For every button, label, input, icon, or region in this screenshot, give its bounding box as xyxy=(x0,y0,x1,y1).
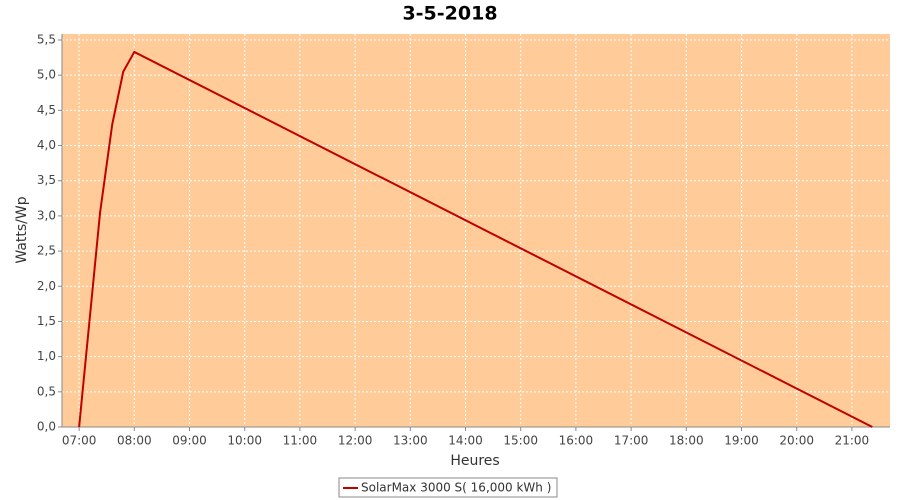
y-tick-label: 1,5 xyxy=(37,314,56,328)
chart-title: 3-5-2018 xyxy=(402,3,497,25)
y-tick-label: 4,5 xyxy=(37,103,56,117)
x-tick-label: 11:00 xyxy=(283,434,318,448)
x-tick-label: 21:00 xyxy=(835,434,870,448)
x-tick-label: 07:00 xyxy=(62,434,97,448)
y-tick-label: 3,0 xyxy=(37,208,56,222)
y-tick-label: 2,5 xyxy=(37,244,56,258)
x-tick-label: 14:00 xyxy=(448,434,483,448)
y-tick-label: 5,5 xyxy=(37,32,56,46)
y-tick-label: 2,0 xyxy=(37,279,56,293)
y-tick-label: 1,0 xyxy=(37,349,56,363)
x-tick-label: 13:00 xyxy=(393,434,428,448)
y-tick-label: 5,0 xyxy=(37,68,56,82)
y-axis-label: Watts/Wp xyxy=(14,196,30,263)
x-tick-label: 17:00 xyxy=(614,434,649,448)
y-tick-label: 0,5 xyxy=(37,384,56,398)
x-tick-label: 08:00 xyxy=(117,434,152,448)
x-tick-label: 20:00 xyxy=(779,434,814,448)
x-tick-label: 19:00 xyxy=(724,434,759,448)
legend-label: SolarMax 3000 S( 16,000 kWh ) xyxy=(361,481,551,495)
x-tick-label: 16:00 xyxy=(559,434,594,448)
x-tick-label: 09:00 xyxy=(172,434,207,448)
y-tick-label: 0,0 xyxy=(37,420,56,434)
plot-area xyxy=(62,34,890,427)
legend xyxy=(338,477,558,498)
x-axis-label: Heures xyxy=(450,453,499,469)
x-tick-label: 18:00 xyxy=(669,434,704,448)
x-tick-label: 15:00 xyxy=(503,434,538,448)
x-tick-label: 10:00 xyxy=(227,434,262,448)
y-tick-label: 3,5 xyxy=(37,173,56,187)
data-line xyxy=(78,50,873,428)
x-tick-label: 12:00 xyxy=(338,434,373,448)
y-tick-label: 4,0 xyxy=(37,138,56,152)
